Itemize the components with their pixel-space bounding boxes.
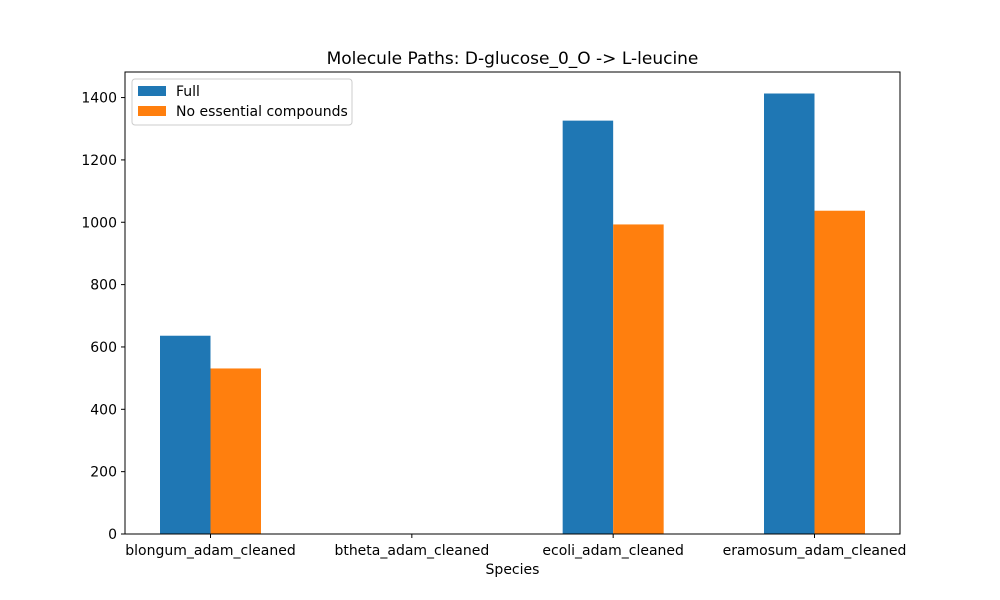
x-axis-title: Species: [486, 562, 540, 578]
bar-no-essential-eramosum_adam_cleaned: [814, 210, 865, 534]
chart-title: Molecule Paths: D-glucose_0_O -> L-leuci…: [327, 49, 699, 69]
x-axis-ticks: blongum_adam_cleaned btheta_adam_cleaned e…: [125, 534, 906, 559]
legend-box: [131, 78, 353, 126]
y-axis-ticks: 0 200 400 600 800 1000 1200 1400: [81, 91, 125, 543]
y-tick-label: 800: [90, 278, 117, 294]
y-tick-label: 1000: [81, 215, 117, 231]
y-tick-label: 200: [90, 465, 117, 481]
x-tick-label: btheta_adam_cleaned: [334, 543, 489, 559]
y-tick-label: 400: [90, 402, 117, 418]
y-tick-label: 600: [90, 340, 117, 356]
y-tick-label: 1400: [81, 91, 117, 107]
y-tick-label: 1200: [81, 153, 117, 169]
legend-swatch-no-essential-compounds: [138, 106, 166, 116]
legend-label-no-essential-compounds: No essential compounds: [176, 104, 348, 120]
legend: Full No essential compounds: [131, 78, 353, 126]
bar-full-blongum_adam_cleaned: [160, 335, 211, 534]
bar-full-ecoli_adam_cleaned: [562, 120, 614, 534]
legend-label-full: Full: [176, 84, 200, 100]
y-tick-label: 0: [108, 527, 117, 543]
bar-full-eramosum_adam_cleaned: [764, 93, 815, 534]
x-tick-label: ecoli_adam_cleaned: [542, 543, 684, 559]
plot-area-frame: [124, 71, 901, 535]
x-tick-label: blongum_adam_cleaned: [125, 543, 295, 559]
bar-no-essential-blongum_adam_cleaned: [210, 368, 261, 534]
legend-swatch-full: [138, 86, 166, 96]
bars-group: [160, 93, 865, 535]
x-tick-label: eramosum_adam_cleaned: [723, 543, 907, 559]
bar-no-essential-ecoli_adam_cleaned: [613, 224, 664, 535]
